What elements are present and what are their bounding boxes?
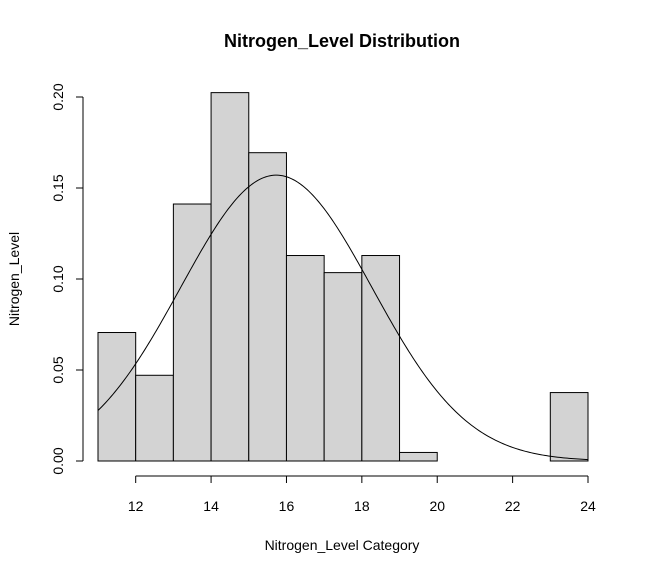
x-tick-label: 20: [429, 498, 445, 514]
histogram-bar-9: [399, 451, 438, 462]
x-axis-label: Nitrogen_Level Category: [265, 537, 420, 553]
histogram-bars: [97, 92, 589, 462]
chart-title: Nitrogen_Level Distribution: [224, 31, 460, 51]
x-tick-label: 18: [354, 498, 370, 514]
y-tick-label: 0.10: [50, 265, 66, 292]
histogram-bar-4: [210, 92, 250, 462]
x-tick-label: 14: [203, 498, 219, 514]
y-tick-label: 0.00: [50, 447, 66, 474]
x-tick-label: 24: [580, 498, 596, 514]
histogram-bar-5: [248, 152, 287, 462]
histogram-bar-1: [97, 332, 137, 462]
histogram-bar-6: [285, 255, 325, 462]
density-curve: [97, 174, 589, 461]
y-axis-label: Nitrogen_Level: [6, 232, 22, 326]
y-tick-label: 0.20: [50, 83, 66, 110]
histogram-bar-7: [323, 272, 363, 462]
x-axis: 12 14 16 18 20 22 24: [128, 475, 596, 514]
y-tick-label: 0.15: [50, 174, 66, 201]
x-tick-label: 12: [128, 498, 144, 514]
x-tick-label: 16: [279, 498, 295, 514]
histogram-bar-8: [361, 255, 401, 462]
y-axis: 0.00 0.05 0.10 0.15 0.20: [50, 83, 84, 475]
x-tick-label: 22: [505, 498, 521, 514]
y-tick-label: 0.05: [50, 356, 66, 383]
histogram-bar-13: [549, 392, 589, 462]
histogram-bar-3: [172, 203, 212, 462]
histogram-bar-2: [135, 374, 174, 462]
